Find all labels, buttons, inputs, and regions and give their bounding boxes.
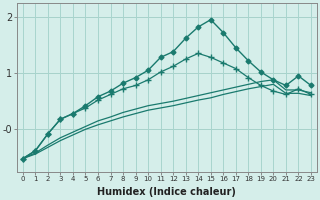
X-axis label: Humidex (Indice chaleur): Humidex (Indice chaleur) (98, 187, 236, 197)
